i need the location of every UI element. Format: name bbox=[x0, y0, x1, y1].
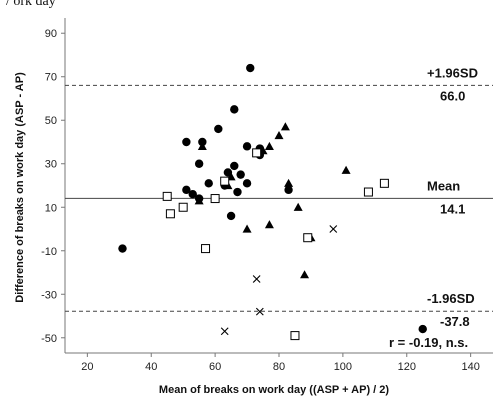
data-point-cross bbox=[329, 225, 338, 233]
x-tick-label: 20 bbox=[81, 361, 93, 373]
data-point-square bbox=[303, 233, 313, 243]
data-point-square bbox=[210, 194, 220, 204]
cross-stroke bbox=[220, 327, 229, 336]
x-tick-label: 140 bbox=[461, 361, 479, 373]
data-point-square bbox=[162, 191, 172, 201]
data-point-triangle bbox=[280, 122, 290, 131]
data-point-square bbox=[290, 331, 300, 341]
data-point-circle bbox=[418, 324, 427, 334]
data-point-cross bbox=[220, 327, 229, 336]
cross-stroke bbox=[329, 225, 338, 233]
x-tick-label: 60 bbox=[209, 361, 221, 373]
x-tick-label: 80 bbox=[273, 361, 285, 373]
cross-stroke bbox=[255, 307, 264, 316]
y-axis-title: Difference of breaks on work day (ASP - … bbox=[14, 72, 26, 303]
y-tick-label: 10 bbox=[45, 202, 57, 214]
data-point-circle bbox=[236, 170, 245, 179]
data-point-triangle bbox=[274, 130, 284, 140]
data-point-square bbox=[178, 202, 188, 212]
data-point-circle bbox=[204, 179, 213, 188]
reference-label: -1.96SD bbox=[427, 291, 475, 306]
y-tick-label: -50 bbox=[41, 333, 57, 345]
data-point-circle bbox=[188, 190, 197, 199]
data-point-triangle bbox=[194, 196, 204, 205]
data-point-circle bbox=[230, 161, 239, 171]
data-point-circle bbox=[182, 185, 191, 195]
x-tick-label: 100 bbox=[334, 361, 352, 373]
reference-value: 66.0 bbox=[440, 88, 465, 103]
data-point-square bbox=[165, 209, 175, 219]
data-point-circle bbox=[118, 244, 127, 253]
y-tick-label: 30 bbox=[45, 159, 57, 171]
tick-layer: 20 40 60 80 100 120 140 -50 -30 -10 10 30 50 70 90 bbox=[41, 28, 480, 373]
data-point-triangle bbox=[264, 141, 274, 150]
data-point-circle bbox=[233, 187, 242, 197]
reference-labels: +1.96SD 66.0 Mean 14.1 -1.96SD -37.8 bbox=[427, 65, 478, 329]
data-point-triangle bbox=[197, 141, 207, 150]
reference-value: 14.1 bbox=[440, 201, 465, 216]
y-tick-label: -30 bbox=[41, 289, 57, 301]
data-point-triangle bbox=[341, 165, 351, 174]
data-point-cross bbox=[252, 275, 261, 283]
data-point-circle bbox=[214, 124, 223, 134]
data-point-circle bbox=[226, 211, 236, 221]
data-point-square bbox=[363, 187, 373, 197]
data-point-square bbox=[220, 176, 230, 186]
cross-stroke bbox=[252, 275, 261, 283]
data-point-circle bbox=[182, 137, 191, 147]
data-point-circle bbox=[246, 63, 255, 73]
data-point-square bbox=[201, 244, 211, 254]
reference-label: Mean bbox=[427, 178, 460, 193]
data-point-triangle bbox=[242, 224, 252, 233]
top-cut-text: / ork day bbox=[6, 0, 56, 9]
y-tick-label: 50 bbox=[45, 115, 57, 127]
data-point-triangle bbox=[293, 202, 303, 211]
x-axis-title: Mean of breaks on work day ((ASP + AP) /… bbox=[159, 384, 389, 396]
points-layer bbox=[118, 63, 427, 341]
y-tick-label: -10 bbox=[41, 246, 57, 258]
data-point-triangle bbox=[264, 220, 274, 229]
data-point-circle bbox=[284, 185, 293, 195]
correlation-annotation: r = -0.19, n.s. bbox=[389, 335, 468, 350]
data-point-circle bbox=[194, 159, 204, 168]
data-point-square bbox=[252, 148, 262, 158]
data-point-square bbox=[379, 178, 389, 188]
data-point-cross bbox=[255, 307, 264, 316]
x-tick-label: 40 bbox=[145, 361, 157, 373]
reference-value: -37.8 bbox=[440, 314, 470, 329]
reference-lines bbox=[65, 84, 493, 312]
y-tick-label: 90 bbox=[45, 28, 57, 40]
reference-label: +1.96SD bbox=[427, 65, 478, 80]
x-tick-label: 120 bbox=[398, 361, 416, 373]
data-point-circle bbox=[230, 105, 239, 114]
data-point-circle bbox=[242, 142, 252, 151]
data-point-triangle bbox=[284, 178, 294, 187]
data-point-triangle bbox=[300, 270, 310, 279]
y-tick-label: 70 bbox=[45, 72, 57, 84]
data-point-circle bbox=[242, 179, 252, 188]
